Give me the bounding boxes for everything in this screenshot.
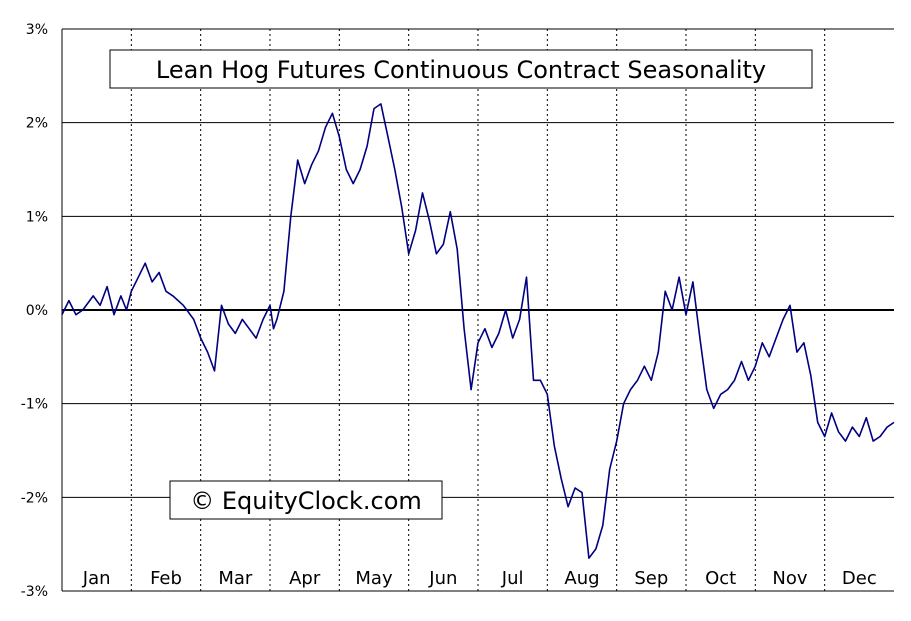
chart-title-box: Lean Hog Futures Continuous Contract Sea… <box>109 49 813 89</box>
x-tick-label: May <box>355 568 393 589</box>
x-axis: Jan Feb Mar Apr May Jun Jul Aug Sep Oct Nov Dec <box>82 568 877 589</box>
series-line <box>61 103 895 559</box>
y-axis: 3% 2% 1% 0% -1% -2% -3% <box>21 22 48 600</box>
y-tick-label: -1% <box>21 397 48 413</box>
y-tick-label: -2% <box>21 490 48 506</box>
x-tick-label: Apr <box>289 568 321 589</box>
series-layer <box>61 103 895 559</box>
y-tick-label: 3% <box>26 22 48 38</box>
x-tick-label: Nov <box>772 568 807 589</box>
watermark-text: © EquityClock.com <box>190 487 422 515</box>
y-tick-label: 0% <box>26 303 48 319</box>
x-tick-label: Dec <box>842 568 877 589</box>
x-tick-label: Jan <box>82 568 111 589</box>
x-tick-label: Jun <box>428 568 457 589</box>
x-tick-label: Aug <box>564 568 599 589</box>
y-tick-label: -3% <box>21 584 48 600</box>
x-tick-label: Sep <box>634 568 668 589</box>
grid-layer <box>61 28 894 592</box>
chart-title: Lean Hog Futures Continuous Contract Sea… <box>156 56 766 84</box>
watermark-frame <box>169 480 443 520</box>
x-tick-label: Mar <box>218 568 253 589</box>
watermark-box: © EquityClock.com <box>169 480 443 520</box>
x-tick-label: Oct <box>705 568 736 589</box>
y-tick-label: 1% <box>26 209 48 225</box>
x-tick-label: Feb <box>150 568 182 589</box>
title-box-frame <box>109 49 813 89</box>
y-tick-label: 2% <box>26 116 48 132</box>
x-tick-label: Jul <box>501 568 524 589</box>
